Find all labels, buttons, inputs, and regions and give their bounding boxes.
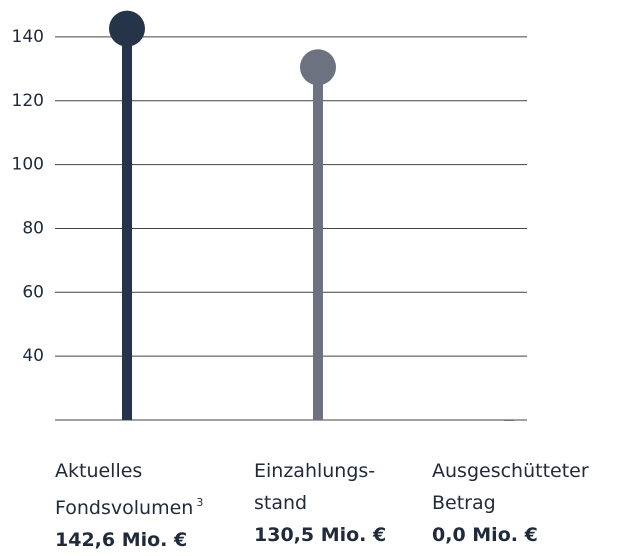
stem	[313, 67, 323, 420]
category-text: Aktuelles Fondsvolumen	[55, 460, 194, 519]
category-name: Einzahlungs-stand	[254, 455, 424, 519]
value-label: 0,0 Mio. €	[432, 524, 538, 546]
category-name: Aktuelles Fondsvolumen 3	[55, 455, 225, 524]
stem	[122, 28, 132, 420]
dot	[109, 10, 145, 47]
category: Einzahlungs-stand 130,5 Mio. €	[254, 455, 424, 551]
dot	[300, 49, 336, 86]
category-name: Ausgeschütteter Betrag	[432, 455, 602, 519]
value-label: 130,5 Mio. €	[254, 524, 387, 546]
category: Ausgeschütteter Betrag 0,0 Mio. €	[432, 455, 602, 551]
y-tick-label: 140	[12, 27, 44, 47]
category: Aktuelles Fondsvolumen 3 142,6 Mio. €	[55, 455, 225, 556]
category-text: Ausgeschütteter Betrag	[432, 460, 589, 514]
y-tick-label: 60	[22, 282, 44, 302]
y-tick-label: 80	[22, 218, 44, 238]
category-text: Einzahlungs-stand	[254, 460, 376, 514]
y-tick-label: 120	[12, 91, 44, 111]
y-tick-label: 40	[22, 346, 44, 366]
plot-area	[109, 10, 514, 421]
value-label: 142,6 Mio. €	[55, 529, 188, 551]
footnote-marker: 3	[196, 496, 204, 509]
stem	[504, 420, 514, 421]
y-tick-label: 100	[12, 155, 44, 175]
chart: 40 60 80 100 120 140	[12, 10, 527, 421]
